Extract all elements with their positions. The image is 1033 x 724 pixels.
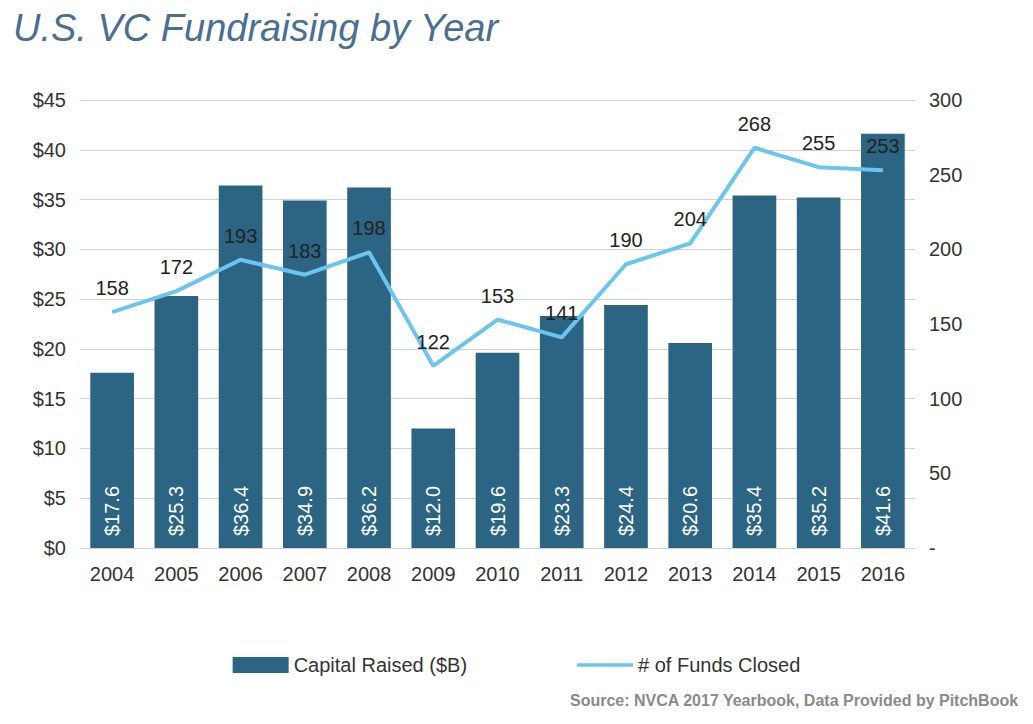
svg-text:253: 253 — [866, 135, 899, 157]
svg-text:2006: 2006 — [218, 563, 263, 585]
svg-text:2014: 2014 — [732, 563, 777, 585]
svg-text:190: 190 — [609, 229, 642, 251]
svg-text:$25.3: $25.3 — [165, 486, 187, 536]
svg-text:204: 204 — [674, 208, 707, 230]
svg-text:2012: 2012 — [604, 563, 649, 585]
svg-text:2004: 2004 — [90, 563, 135, 585]
svg-text:$23.3: $23.3 — [551, 486, 573, 536]
svg-text:255: 255 — [802, 132, 835, 154]
svg-text:122: 122 — [417, 331, 450, 353]
svg-text:2009: 2009 — [411, 563, 456, 585]
svg-text:$5: $5 — [44, 487, 66, 509]
svg-text:$36.2: $36.2 — [358, 486, 380, 536]
svg-text:U.S. VC Fundraising by Year: U.S. VC Fundraising by Year — [13, 7, 499, 49]
svg-text:$19.6: $19.6 — [487, 486, 509, 536]
svg-text:$35.4: $35.4 — [743, 486, 765, 536]
svg-text:$15: $15 — [33, 388, 66, 410]
svg-text:$20: $20 — [33, 338, 66, 360]
svg-text:250: 250 — [929, 164, 962, 186]
svg-text:183: 183 — [288, 240, 321, 262]
svg-text:2016: 2016 — [861, 563, 906, 585]
svg-text:Capital Raised ($B): Capital Raised ($B) — [294, 654, 467, 676]
svg-text:$30: $30 — [33, 238, 66, 260]
svg-text:100: 100 — [929, 388, 962, 410]
svg-text:2011: 2011 — [540, 563, 583, 585]
svg-text:$40: $40 — [33, 139, 66, 161]
svg-text:2005: 2005 — [154, 563, 199, 585]
svg-text:198: 198 — [352, 217, 385, 239]
svg-text:Source: NVCA 2017 Yearbook, Da: Source: NVCA 2017 Yearbook, Data Provide… — [570, 692, 1018, 709]
svg-text:2015: 2015 — [796, 563, 841, 585]
svg-text:$24.4: $24.4 — [615, 486, 637, 536]
svg-text:2008: 2008 — [347, 563, 392, 585]
svg-text:150: 150 — [929, 313, 962, 335]
svg-text:$20.6: $20.6 — [679, 486, 701, 536]
svg-text:2013: 2013 — [668, 563, 713, 585]
svg-text:300: 300 — [929, 89, 962, 111]
svg-text:$35.2: $35.2 — [808, 486, 830, 536]
svg-text:141: 141 — [545, 302, 578, 324]
svg-text:$12.0: $12.0 — [422, 486, 444, 536]
svg-text:$25: $25 — [33, 288, 66, 310]
svg-text:$10: $10 — [33, 437, 66, 459]
svg-text:$41.6: $41.6 — [872, 486, 894, 536]
svg-text:50: 50 — [929, 462, 951, 484]
svg-text:$0: $0 — [44, 537, 66, 559]
svg-text:153: 153 — [481, 285, 514, 307]
svg-text:172: 172 — [160, 256, 193, 278]
svg-text:$35: $35 — [33, 189, 66, 211]
svg-text:2007: 2007 — [283, 563, 328, 585]
svg-text:$34.9: $34.9 — [294, 486, 316, 536]
svg-text:# of Funds Closed: # of Funds Closed — [638, 654, 800, 676]
svg-text:$45: $45 — [33, 89, 66, 111]
svg-text:$36.4: $36.4 — [230, 486, 252, 536]
svg-text:200: 200 — [929, 238, 962, 260]
svg-text:2010: 2010 — [475, 563, 520, 585]
svg-text:158: 158 — [95, 277, 128, 299]
svg-text:268: 268 — [738, 113, 771, 135]
svg-text:$17.6: $17.6 — [101, 486, 123, 536]
svg-text:-: - — [929, 537, 936, 559]
svg-text:193: 193 — [224, 225, 257, 247]
